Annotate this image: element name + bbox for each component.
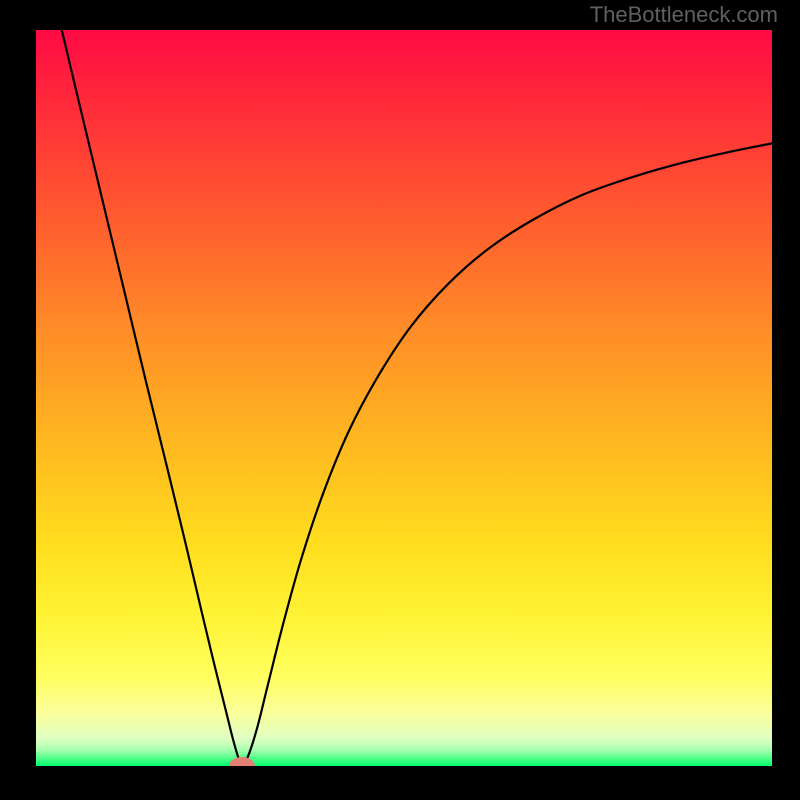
chart-plot-area bbox=[36, 30, 772, 766]
curve-left-branch bbox=[62, 30, 242, 766]
watermark-text: TheBottleneck.com bbox=[590, 2, 778, 28]
curve-right-branch bbox=[242, 143, 772, 766]
chart-curve-layer bbox=[36, 30, 772, 766]
